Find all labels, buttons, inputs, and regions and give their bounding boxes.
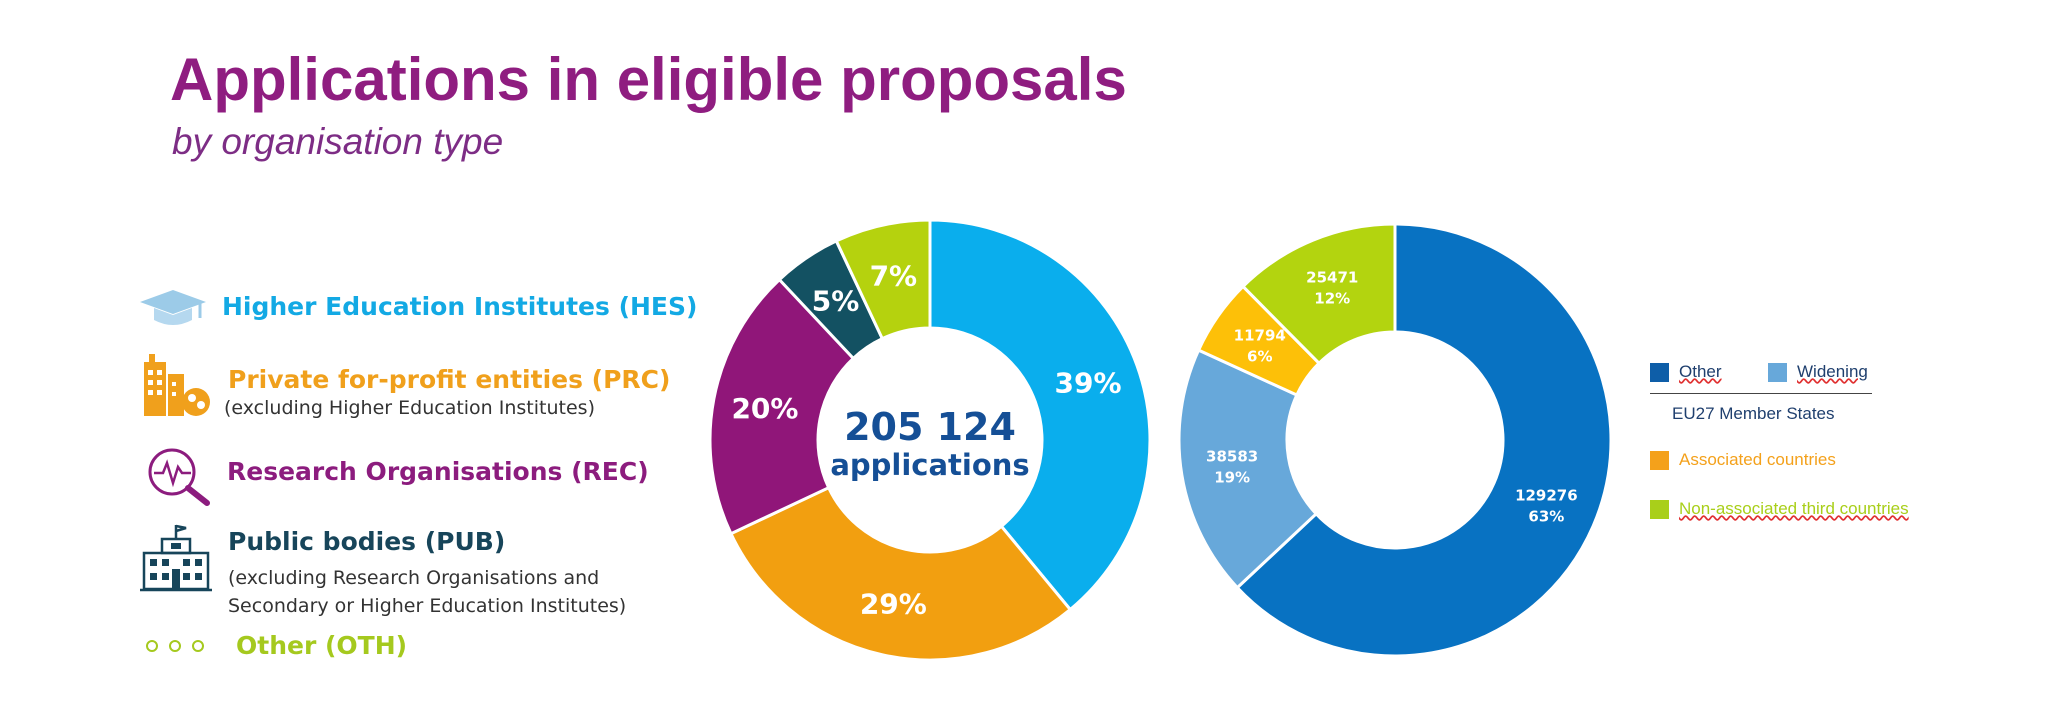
category-label: Private for-profit entities (PRC) <box>228 365 671 394</box>
total-applications-label: applications <box>830 448 1029 482</box>
category-prc: Private for-profit entities (PRC) (exclu… <box>140 352 670 422</box>
legend-item-other: Other <box>1650 362 1722 382</box>
category-pub: Public bodies (PUB) (excluding Research … <box>138 523 658 618</box>
slice-percent-label: 6% <box>1247 347 1272 365</box>
category-rec: Research Organisations (REC) <box>145 445 665 506</box>
page-title: Applications in eligible proposals <box>170 46 1127 113</box>
slice-percent-label: 39% <box>1055 367 1122 400</box>
category-label: Research Organisations (REC) <box>227 457 649 486</box>
slice-value-label: 129276 <box>1515 487 1578 505</box>
page-subtitle: by organisation type <box>172 121 504 162</box>
country-group-legend: Other Widening EU27 Member States Associ… <box>1650 362 1950 542</box>
legend-swatch <box>1650 450 1669 470</box>
slice-value-label: 11794 <box>1234 326 1286 344</box>
slice-value-label: 25471 <box>1306 268 1358 286</box>
category-label: Other (OTH) <box>236 631 408 660</box>
legend-label: Associated countries <box>1679 450 1836 469</box>
buildings-icon <box>140 352 212 422</box>
legend-label: Widening <box>1797 362 1868 381</box>
donut-slice-other <box>1235 222 1613 658</box>
legend-swatch <box>1650 499 1669 519</box>
public-building-icon <box>138 523 214 597</box>
donut-slice-non-associated-third-countries <box>1240 222 1397 366</box>
legend-label: Non-associated third countries <box>1679 499 1909 518</box>
research-magnifier-icon <box>145 445 213 511</box>
donut-slice-prc <box>728 485 1073 662</box>
slice-percent-label: 19% <box>1214 469 1250 487</box>
donut-slice-widening <box>1177 348 1319 590</box>
category-note: (excluding Research Organisations and <box>228 567 600 589</box>
legend-group-label: EU27 Member States <box>1672 404 1835 423</box>
slice-value-label: 38583 <box>1206 448 1258 466</box>
legend-divider <box>1650 393 1872 394</box>
slice-percent-label: 12% <box>1314 289 1350 307</box>
category-note: Secondary or Higher Education Institutes… <box>228 595 627 617</box>
org-type-donut-chart: 39% 29% 20% 5% 7% 205 124 applications <box>708 218 1152 662</box>
legend-swatch <box>1650 362 1669 382</box>
legend-swatch <box>1768 362 1787 382</box>
donut-slice-hes <box>928 218 1152 612</box>
legend-item-non-associated: Non-associated third countries <box>1650 499 1909 519</box>
dots-icon <box>142 638 212 658</box>
graduation-cap-icon <box>138 288 208 332</box>
country-group-donut-chart: 129276 63% 38583 19% 11794 6% 25471 12% <box>1177 222 1613 658</box>
donut-slice-rec <box>708 277 856 536</box>
category-note: (excluding Higher Education Institutes) <box>224 397 595 419</box>
donut-slice-oth <box>834 218 932 341</box>
legend-item-associated: Associated countries <box>1650 450 1836 470</box>
legend-label: Other <box>1679 362 1722 381</box>
category-label: Public bodies (PUB) <box>228 527 506 556</box>
slice-percent-label: 5% <box>812 285 860 318</box>
slice-percent-label: 29% <box>860 587 927 620</box>
legend-item-widening: Widening <box>1768 362 1868 382</box>
category-label: Higher Education Institutes (HES) <box>222 292 698 321</box>
total-applications-value: 205 124 <box>844 405 1016 449</box>
slice-percent-label: 63% <box>1528 508 1564 526</box>
slice-percent-label: 20% <box>731 392 798 425</box>
category-oth: Other (OTH) <box>142 628 662 668</box>
slice-percent-label: 7% <box>870 260 918 293</box>
category-hes: Higher Education Institutes (HES) <box>138 288 697 328</box>
